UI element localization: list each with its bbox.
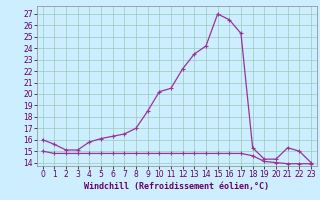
X-axis label: Windchill (Refroidissement éolien,°C): Windchill (Refroidissement éolien,°C) (84, 182, 269, 191)
